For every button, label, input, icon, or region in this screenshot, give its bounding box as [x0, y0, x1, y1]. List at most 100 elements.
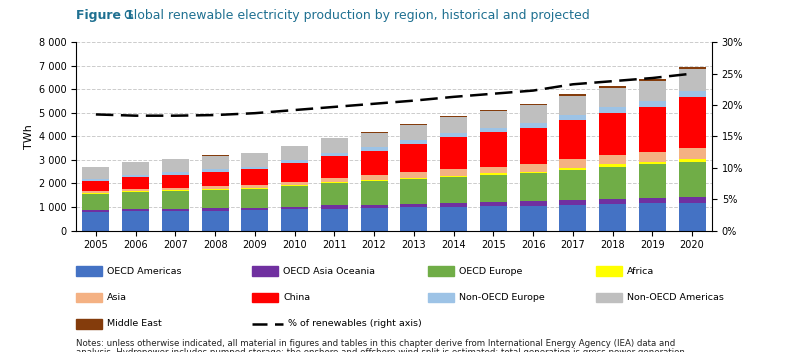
Bar — [599, 107, 626, 113]
Text: Asia: Asia — [107, 293, 127, 302]
Bar — [202, 169, 229, 171]
Bar — [400, 204, 427, 207]
Bar — [639, 79, 666, 81]
Bar — [520, 123, 546, 128]
Bar — [82, 191, 110, 193]
Bar — [599, 164, 626, 166]
Bar — [678, 159, 706, 162]
Bar — [678, 197, 706, 203]
Bar — [361, 147, 388, 151]
Bar — [400, 179, 427, 204]
Bar — [82, 210, 110, 212]
Bar — [480, 110, 507, 111]
Bar — [361, 175, 388, 180]
Bar — [162, 211, 189, 231]
Bar — [678, 69, 706, 91]
Bar — [242, 167, 268, 169]
Bar — [321, 138, 348, 153]
Bar — [559, 159, 586, 168]
Bar — [639, 198, 666, 203]
Bar — [82, 179, 110, 181]
Bar — [361, 205, 388, 208]
Bar — [202, 210, 229, 231]
Bar — [321, 182, 348, 183]
Text: OECD Americas: OECD Americas — [107, 266, 182, 276]
Bar — [400, 144, 427, 172]
Bar — [400, 178, 427, 179]
Bar — [162, 209, 189, 211]
Bar — [480, 111, 507, 128]
Bar — [480, 166, 507, 174]
Bar — [639, 81, 666, 101]
Bar — [281, 160, 308, 163]
Bar — [202, 186, 229, 189]
Bar — [321, 183, 348, 206]
Bar — [242, 169, 268, 185]
Bar — [202, 171, 229, 186]
Text: Middle East: Middle East — [107, 319, 162, 328]
Bar — [122, 175, 149, 177]
Bar — [520, 206, 546, 231]
Bar — [281, 182, 308, 185]
Bar — [361, 208, 388, 231]
Bar — [122, 211, 149, 231]
Bar — [599, 155, 626, 164]
Text: Figure 1: Figure 1 — [76, 9, 134, 22]
Bar — [281, 186, 308, 207]
Bar — [440, 133, 467, 137]
Bar — [480, 132, 507, 166]
Text: OECD Asia Oceania: OECD Asia Oceania — [283, 266, 375, 276]
Text: analysis. Hydropower includes pumped storage; the onshore and offshore wind spli: analysis. Hydropower includes pumped sto… — [76, 348, 687, 352]
Bar — [440, 207, 467, 231]
Text: Notes: unless otherwise indicated, all material in figures and tables in this ch: Notes: unless otherwise indicated, all m… — [76, 339, 675, 348]
Bar — [599, 86, 626, 88]
Bar — [559, 168, 586, 170]
Bar — [480, 175, 507, 202]
Bar — [122, 191, 149, 192]
Bar — [480, 128, 507, 132]
Bar — [321, 156, 348, 178]
Bar — [361, 181, 388, 205]
Bar — [82, 212, 110, 231]
Text: OECD Europe: OECD Europe — [459, 266, 522, 276]
Bar — [559, 94, 586, 96]
Bar — [281, 163, 308, 182]
Bar — [361, 151, 388, 175]
Bar — [639, 152, 666, 162]
Bar — [559, 205, 586, 231]
Text: Global renewable electricity production by region, historical and projected: Global renewable electricity production … — [124, 9, 590, 22]
Bar — [321, 153, 348, 156]
Bar — [202, 155, 229, 156]
Bar — [520, 173, 546, 201]
Bar — [321, 206, 348, 209]
Bar — [559, 114, 586, 120]
Bar — [520, 128, 546, 164]
Bar — [242, 189, 268, 208]
Bar — [599, 199, 626, 204]
Bar — [400, 125, 427, 140]
Bar — [162, 190, 189, 191]
Bar — [400, 172, 427, 178]
Bar — [599, 113, 626, 155]
Bar — [122, 192, 149, 209]
Bar — [440, 169, 467, 176]
Bar — [480, 202, 507, 206]
Bar — [321, 209, 348, 231]
Text: Africa: Africa — [627, 266, 654, 276]
Bar — [639, 203, 666, 231]
Bar — [202, 190, 229, 208]
Text: Non-OECD Europe: Non-OECD Europe — [459, 293, 545, 302]
Bar — [162, 175, 189, 188]
Bar — [520, 105, 546, 123]
Bar — [281, 146, 308, 160]
Bar — [440, 203, 467, 207]
Bar — [162, 159, 189, 172]
Bar — [678, 91, 706, 97]
Bar — [242, 210, 268, 231]
Bar — [122, 177, 149, 189]
Text: % of renewables (right axis): % of renewables (right axis) — [288, 319, 422, 328]
Bar — [361, 180, 388, 181]
Bar — [559, 200, 586, 205]
Bar — [678, 97, 706, 148]
Bar — [678, 203, 706, 231]
